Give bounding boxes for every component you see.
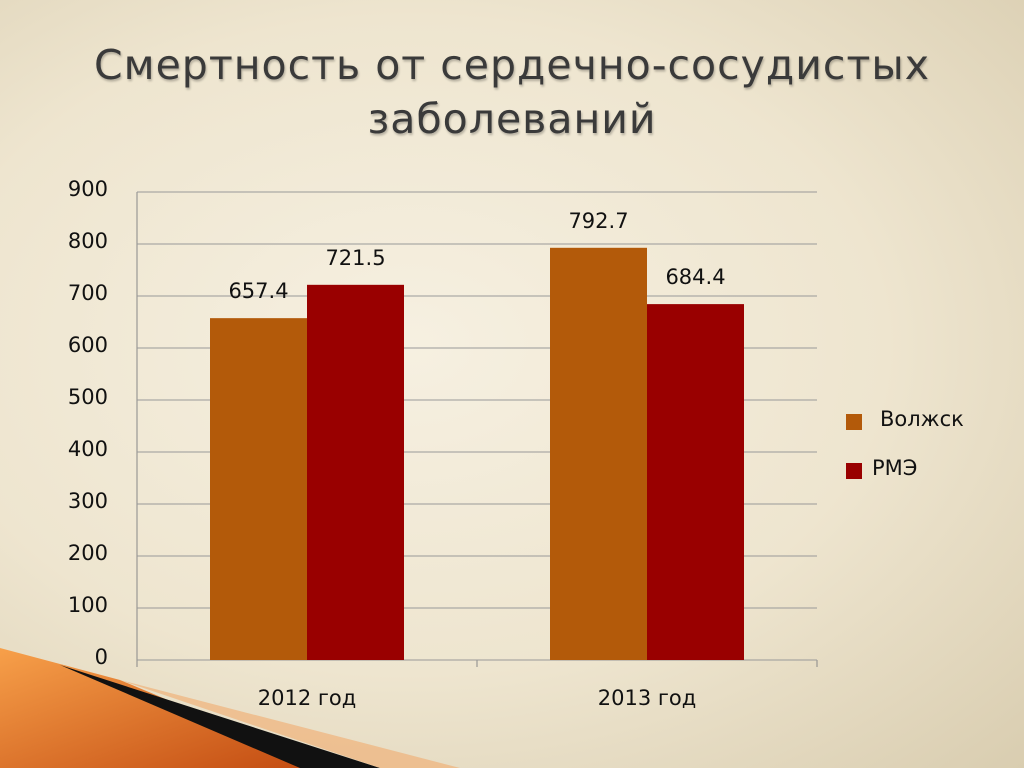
- bar: [647, 304, 744, 660]
- y-tick-label: 700: [68, 281, 108, 305]
- bar: [210, 318, 307, 660]
- legend-label: Волжск: [880, 407, 964, 431]
- y-tick-label: 600: [68, 333, 108, 357]
- legend-label: РМЭ: [872, 456, 917, 480]
- bar: [550, 247, 647, 660]
- legend-swatch: [846, 414, 862, 430]
- y-tick-label: 100: [68, 593, 108, 617]
- y-tick-label: 300: [68, 489, 108, 513]
- y-tick-label: 400: [68, 437, 108, 461]
- legend-swatch: [846, 463, 862, 479]
- data-label: 684.4: [665, 265, 725, 289]
- data-label: 721.5: [325, 246, 385, 270]
- y-tick-label: 0: [95, 645, 108, 669]
- x-tick-label: 2012 год: [258, 686, 357, 710]
- data-label: 792.7: [568, 209, 628, 233]
- decor: [60, 665, 380, 768]
- bar: [307, 284, 404, 660]
- decor: [120, 680, 460, 768]
- x-tick-label: 2013 год: [598, 686, 697, 710]
- data-label: 657.4: [228, 279, 288, 303]
- y-tick-label: 800: [68, 229, 108, 253]
- y-tick-label: 900: [68, 177, 108, 201]
- y-tick-label: 200: [68, 541, 108, 565]
- chart-title: Смертность от сердечно-сосудистых заболе…: [94, 41, 930, 143]
- y-tick-label: 500: [68, 385, 108, 409]
